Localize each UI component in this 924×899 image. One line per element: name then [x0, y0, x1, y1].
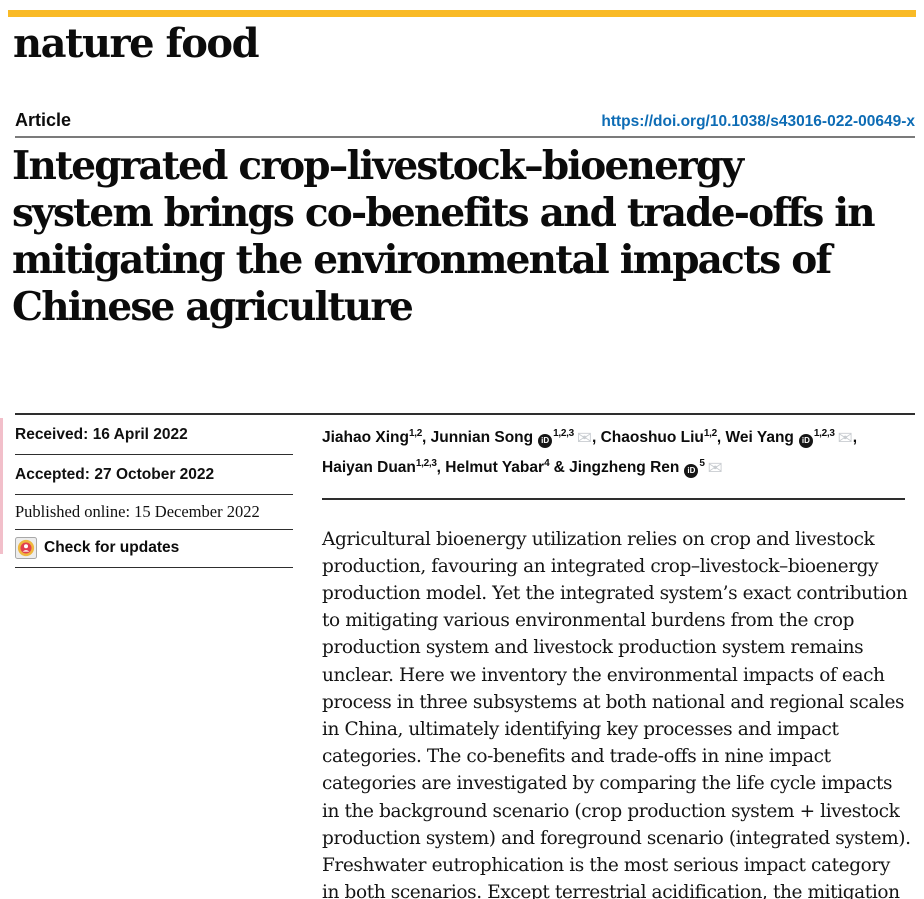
- article-type-label: Article: [15, 110, 72, 130]
- author-affiliations: 1,2,3: [813, 428, 835, 439]
- author-affiliations: 1,2,3: [415, 458, 437, 470]
- author-name: Wei Yang: [725, 429, 794, 447]
- author-affiliations: 1,2: [703, 428, 717, 439]
- author-separator: ,: [852, 429, 858, 447]
- journal-brand-bar: [8, 10, 916, 17]
- doi-link[interactable]: https://doi.org/10.1038/s43016-022-00649…: [601, 113, 915, 130]
- email-envelope-icon[interactable]: ✉: [837, 428, 853, 450]
- published-date-row: Published online: 15 December 2022: [15, 495, 293, 530]
- accepted-value: 27 October 2022: [94, 466, 215, 483]
- author-name: Helmut Yabar: [445, 459, 545, 477]
- author-name: Chaoshuo Liu: [600, 429, 704, 447]
- author-name: Jingzheng Ren: [569, 459, 680, 477]
- abstract-text: Agricultural bioenergy utilization relie…: [322, 528, 911, 899]
- email-envelope-icon[interactable]: ✉: [576, 428, 592, 450]
- journal-logo: nature food: [13, 20, 260, 67]
- title-line: mitigating the environmental impacts of: [12, 237, 832, 283]
- author-separator: &: [549, 459, 570, 477]
- author-affiliations: 1,2,3: [553, 428, 574, 439]
- author-separator: ,: [716, 429, 726, 447]
- title-line: system brings co-benefits and trade-offs…: [12, 190, 876, 236]
- article-dates-panel: Received: 16 April 2022 Accepted: 27 Oct…: [15, 415, 293, 568]
- check-for-updates-button[interactable]: Check for updates: [15, 530, 293, 568]
- header-divider: [15, 136, 915, 138]
- received-label: Received:: [15, 426, 89, 443]
- author-name: Jiahao Xing: [322, 429, 409, 447]
- author-list: Jiahao Xing1,2, Junnian Song iD1,2,3 ✉, Ch…: [322, 421, 922, 481]
- check-for-updates-label: Check for updates: [44, 539, 180, 556]
- title-line: Integrated crop–livestock–bioenergy: [12, 143, 744, 189]
- email-envelope-icon[interactable]: ✉: [707, 458, 723, 480]
- author-name: Junnian Song: [430, 429, 534, 447]
- published-label: Published online:: [15, 502, 131, 521]
- author-affiliations: 5: [699, 458, 705, 470]
- author-line: Haiyan Duan1,2,3, Helmut Yabar4 & Jingzh…: [322, 451, 922, 481]
- abstract-divider: [322, 498, 905, 500]
- title-line: Chinese agriculture: [12, 284, 414, 330]
- crossmark-icon: [15, 537, 37, 559]
- orcid-icon[interactable]: iD: [538, 434, 553, 449]
- author-affiliations: 4: [544, 458, 550, 470]
- author-line: Jiahao Xing1,2, Junnian Song iD1,2,3 ✉, Ch…: [322, 421, 922, 451]
- received-date-row: Received: 16 April 2022: [15, 415, 293, 455]
- orcid-icon[interactable]: iD: [684, 464, 699, 479]
- section-divider: [15, 413, 915, 415]
- page-edge-accent: [0, 418, 3, 554]
- article-header-row: Article https://doi.org/10.1038/s43016-0…: [15, 110, 915, 131]
- accepted-label: Accepted:: [15, 466, 90, 483]
- author-separator: ,: [422, 429, 431, 447]
- author-separator: ,: [436, 459, 446, 477]
- page-title: Integrated crop–livestock–bioenergy syst…: [12, 143, 910, 331]
- author-separator: ,: [591, 429, 601, 447]
- accepted-date-row: Accepted: 27 October 2022: [15, 455, 293, 495]
- published-value: 15 December 2022: [134, 502, 260, 521]
- author-affiliations: 1,2: [409, 428, 423, 439]
- author-name: Haiyan Duan: [322, 459, 416, 477]
- received-value: 16 April 2022: [92, 426, 188, 443]
- orcid-icon[interactable]: iD: [798, 434, 813, 449]
